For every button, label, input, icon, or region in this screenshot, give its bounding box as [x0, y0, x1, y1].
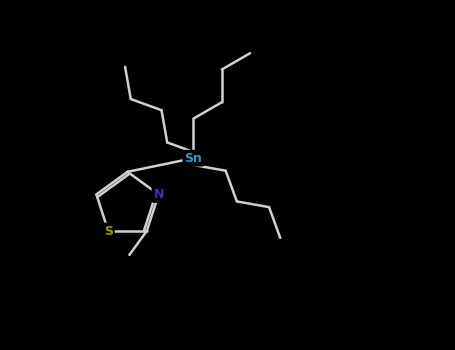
Text: N: N [153, 188, 164, 201]
Text: S: S [104, 224, 113, 238]
Text: Sn: Sn [184, 152, 202, 165]
